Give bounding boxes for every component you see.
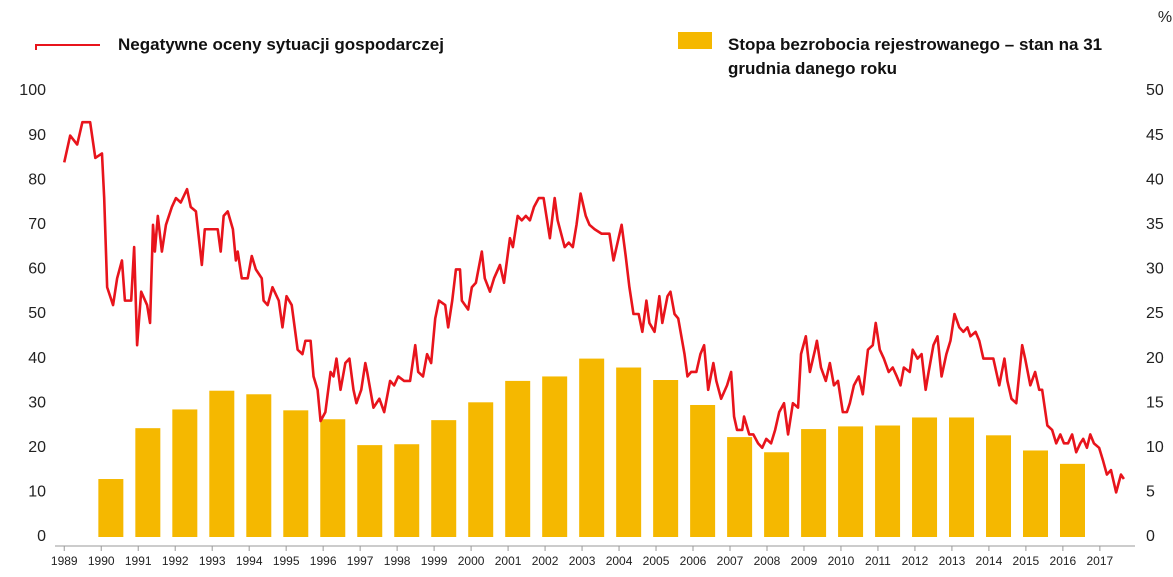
y-tick-label: 50	[28, 305, 46, 322]
y-tick-label: 70	[28, 216, 46, 233]
y2-axis-label: %	[1158, 9, 1172, 26]
x-tick-label: 2002	[532, 554, 559, 568]
bar	[172, 409, 198, 537]
legend-bar-icon	[678, 32, 712, 49]
bar	[986, 435, 1012, 537]
x-tick-label: 1989	[51, 554, 78, 568]
y-tick-label: 60	[28, 261, 46, 278]
y-tick-label: 10	[28, 484, 46, 501]
line	[62, 120, 1125, 494]
y2-tick-label: 50	[1146, 82, 1164, 99]
bar	[653, 380, 679, 537]
y2-tick-label: 15	[1146, 394, 1164, 411]
legend-label: Stopa bezrobocia rejestrowanego – stan n…	[728, 35, 1103, 78]
bar	[505, 380, 531, 537]
bar	[320, 419, 346, 537]
x-tick-label: 1992	[162, 554, 189, 568]
x-tick-label: 1993	[199, 554, 226, 568]
x-tick-label: 2015	[1013, 554, 1040, 568]
y-tick-label: 40	[28, 350, 46, 367]
x-tick-label: 1997	[347, 554, 374, 568]
x-tick-label: 2014	[976, 554, 1003, 568]
bar	[690, 404, 716, 537]
x-tick-label: 1996	[310, 554, 337, 568]
x-tick-label: 2004	[606, 554, 633, 568]
bar	[1059, 463, 1085, 537]
bar	[357, 445, 383, 537]
x-tick-label: 1990	[88, 554, 115, 568]
y2-tick-label: 30	[1146, 261, 1164, 278]
y2-tick-label: 5	[1146, 484, 1155, 501]
y-tick-label: 30	[28, 394, 46, 411]
bar	[468, 402, 494, 537]
x-tick-label: 1999	[421, 554, 448, 568]
x-tick-label: 2017	[1087, 554, 1114, 568]
y2-tick-label: 45	[1146, 127, 1164, 144]
bar	[579, 358, 605, 537]
bar	[912, 417, 938, 537]
y2-tick-label: 0	[1146, 528, 1155, 545]
x-tick-label: 2000	[458, 554, 485, 568]
y2-tick-label: 35	[1146, 216, 1164, 233]
y-tick-label: 20	[28, 439, 46, 456]
y2-tick-label: 25	[1146, 305, 1164, 322]
bar	[949, 417, 975, 537]
x-tick-label: 2008	[754, 554, 781, 568]
x-tick-label: 2009	[791, 554, 818, 568]
y-tick-label: 0	[37, 528, 46, 545]
x-tick-label: 1998	[384, 554, 411, 568]
bar	[135, 428, 161, 537]
y2-tick-label: 20	[1146, 350, 1164, 367]
x-tick-label: 2012	[902, 554, 929, 568]
bar	[98, 479, 124, 537]
bar	[394, 444, 420, 537]
bar	[431, 420, 457, 537]
bar	[875, 425, 901, 537]
y-tick-label: 100	[19, 82, 46, 99]
x-tick-label: 2010	[828, 554, 855, 568]
x-tick-label: 2006	[680, 554, 707, 568]
bar	[801, 429, 827, 537]
bar	[542, 376, 568, 537]
x-tick-label: 1991	[125, 554, 152, 568]
x-tick-label: 1994	[236, 554, 263, 568]
y2-tick-label: 10	[1146, 439, 1164, 456]
x-tick-label: 2011	[865, 554, 891, 568]
bar	[209, 390, 235, 537]
bar	[616, 367, 642, 537]
bar	[246, 394, 272, 537]
x-tick-label: 1995	[273, 554, 300, 568]
bar	[727, 437, 753, 537]
bar	[764, 452, 790, 537]
y2-tick-label: 40	[1146, 171, 1164, 188]
legend-label: Negatywne oceny sytuacji gospodarczej	[118, 35, 444, 54]
y-tick-label: 80	[28, 171, 46, 188]
bar	[838, 426, 864, 537]
x-tick-label: 2003	[569, 554, 596, 568]
bar	[283, 410, 309, 537]
x-tick-label: 2005	[643, 554, 670, 568]
x-tick-label: 2016	[1050, 554, 1077, 568]
x-tick-label: 2007	[717, 554, 744, 568]
bar	[1023, 450, 1049, 537]
x-tick-label: 2001	[495, 554, 522, 568]
x-tick-label: 2013	[939, 554, 966, 568]
y-tick-label: 90	[28, 127, 46, 144]
